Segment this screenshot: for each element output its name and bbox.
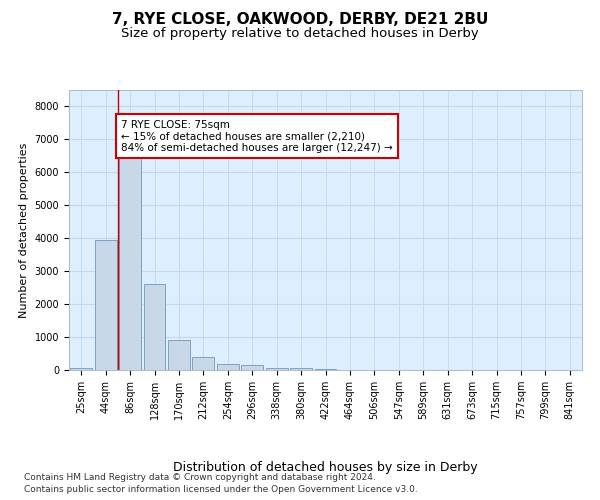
Bar xyxy=(241,366,263,370)
Bar xyxy=(217,364,239,370)
Text: Contains HM Land Registry data © Crown copyright and database right 2024.: Contains HM Land Registry data © Crown c… xyxy=(24,472,376,482)
Text: 7, RYE CLOSE, OAKWOOD, DERBY, DE21 2BU: 7, RYE CLOSE, OAKWOOD, DERBY, DE21 2BU xyxy=(112,12,488,28)
Bar xyxy=(168,340,190,370)
Text: Contains public sector information licensed under the Open Government Licence v3: Contains public sector information licen… xyxy=(24,485,418,494)
Bar xyxy=(193,357,214,370)
Text: 7 RYE CLOSE: 75sqm
← 15% of detached houses are smaller (2,210)
84% of semi-deta: 7 RYE CLOSE: 75sqm ← 15% of detached hou… xyxy=(121,120,392,153)
Y-axis label: Number of detached properties: Number of detached properties xyxy=(19,142,29,318)
Bar xyxy=(70,368,92,370)
Bar xyxy=(290,368,312,370)
Bar xyxy=(95,240,116,370)
Bar xyxy=(266,368,287,370)
X-axis label: Distribution of detached houses by size in Derby: Distribution of detached houses by size … xyxy=(173,461,478,474)
Bar xyxy=(119,156,141,370)
Bar xyxy=(314,369,337,370)
Bar xyxy=(143,284,166,370)
Text: Size of property relative to detached houses in Derby: Size of property relative to detached ho… xyxy=(121,28,479,40)
